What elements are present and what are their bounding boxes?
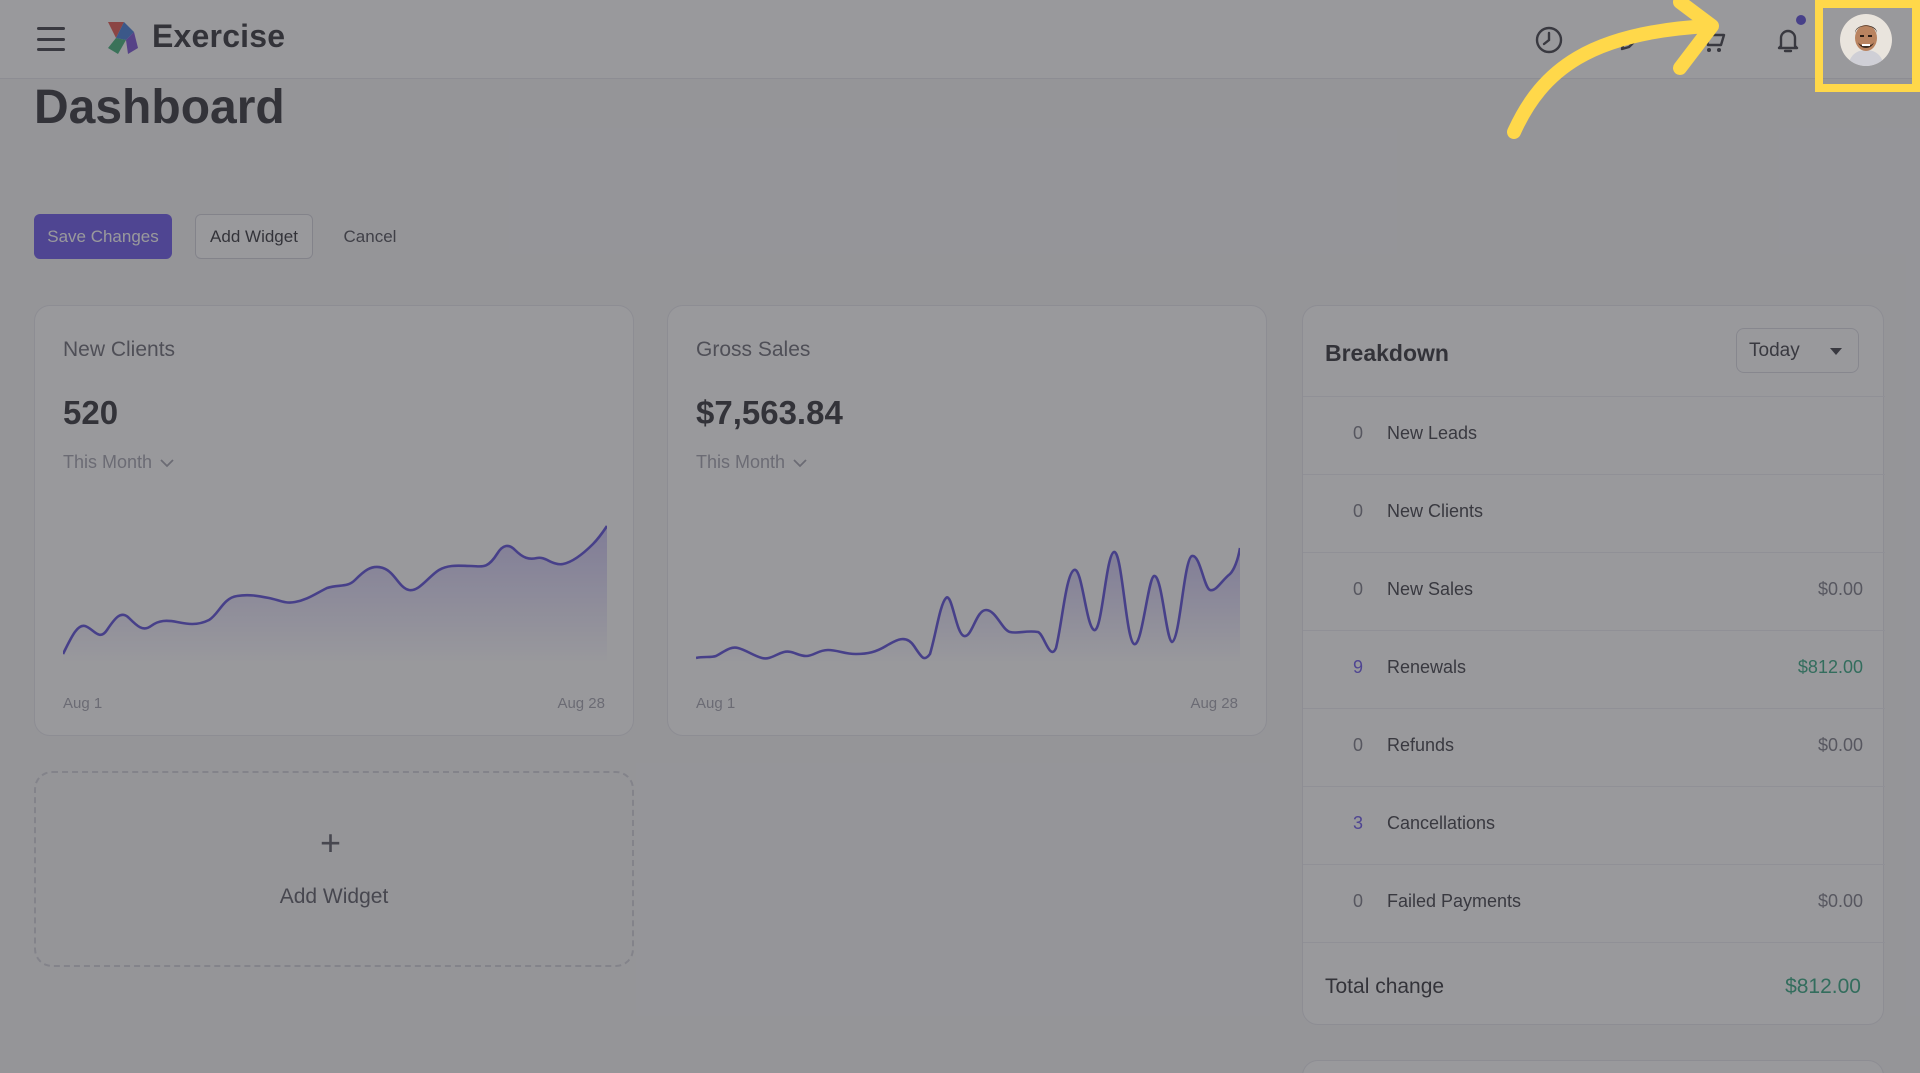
breakdown-title: Breakdown [1325, 340, 1449, 366]
period-selector[interactable]: This Month [696, 452, 807, 473]
row-count: 0 [1353, 735, 1364, 755]
row-count: 0 [1353, 579, 1364, 599]
row-amount: $0.00 [1817, 579, 1863, 599]
add-widget-button[interactable]: Add Widget [195, 214, 313, 259]
notification-dot [1796, 15, 1806, 25]
sparkline-chart [696, 547, 1240, 664]
cart-icon[interactable] [1692, 20, 1732, 60]
row-label: Refunds [1387, 735, 1455, 755]
row-count: 9 [1353, 657, 1364, 677]
add-widget-label: Add Widget [279, 885, 389, 908]
chevron-down-icon [160, 458, 174, 467]
x-axis-end: Aug 28 [557, 695, 605, 712]
add-widget-tile[interactable]: + Add Widget [34, 771, 634, 967]
sparkline-area [696, 548, 1240, 664]
app-logo [108, 22, 138, 54]
sparkline-area [63, 526, 607, 664]
breakdown-row-new-clients[interactable]: 0 New Clients [1303, 474, 1885, 552]
row-label: Renewals [1387, 657, 1467, 677]
period-label: This Month [696, 452, 786, 472]
total-change-label: Total change [1325, 975, 1445, 998]
total-change-value: $812.00 [1785, 975, 1861, 998]
breakdown-row-new-leads[interactable]: 0 New Leads [1303, 396, 1885, 474]
widget-value: 520 [63, 394, 119, 431]
breakdown-row-failed-payments[interactable]: 0 Failed Payments $0.00 [1303, 864, 1885, 942]
period-label: This Month [63, 452, 153, 472]
row-count: 0 [1353, 891, 1364, 911]
row-amount: $812.00 [1797, 657, 1863, 677]
row-amount: $0.00 [1817, 735, 1863, 755]
breakdown-widget: Breakdown Today 0 New Leads 0 New Client… [1302, 305, 1885, 1025]
breakdown-row-refunds[interactable]: 0 Refunds $0.00 [1303, 708, 1885, 786]
breakdown-row-renewals[interactable]: 9 Renewals $812.00 [1303, 630, 1885, 708]
cancel-button[interactable]: Cancel [343, 226, 397, 246]
new-clients-widget: New Clients 520 This Month Aug 1 Aug 28 [34, 305, 634, 736]
breakdown-row-new-sales[interactable]: 0 New Sales $0.00 [1303, 552, 1885, 630]
x-axis-start: Aug 1 [696, 695, 736, 712]
top-bar: Exercise [0, 0, 1920, 79]
row-count: 0 [1353, 501, 1364, 521]
widget-value: $7,563.84 [696, 394, 843, 431]
bell-icon[interactable] [1768, 15, 1808, 60]
row-label: New Sales [1387, 579, 1474, 599]
row-amount: $0.00 [1817, 891, 1863, 911]
user-avatar[interactable] [1840, 14, 1892, 66]
breakdown-period-value: Today [1749, 339, 1800, 361]
plus-icon: + [320, 822, 342, 863]
row-label: New Clients [1387, 501, 1484, 521]
row-label: Cancellations [1387, 813, 1496, 833]
gross-sales-widget: Gross Sales $7,563.84 This Month Aug 1 A… [667, 305, 1267, 736]
breakdown-period-select[interactable]: Today [1736, 328, 1859, 373]
widget-title: Gross Sales [696, 338, 811, 361]
row-label: New Leads [1387, 423, 1478, 443]
page-title: Dashboard [34, 81, 285, 134]
history-icon[interactable] [1529, 20, 1569, 60]
breakdown-row-cancellations[interactable]: 3 Cancellations [1303, 786, 1885, 864]
caret-down-icon [1830, 348, 1842, 355]
row-count: 3 [1353, 813, 1364, 833]
x-axis-end: Aug 28 [1190, 695, 1238, 712]
save-changes-button[interactable]: Save Changes [34, 214, 172, 259]
period-selector[interactable]: This Month [63, 452, 174, 473]
pencil-icon[interactable] [1611, 20, 1651, 60]
sparkline-chart [63, 525, 607, 664]
row-count: 0 [1353, 423, 1364, 443]
divider [1303, 942, 1885, 943]
app-title: Exercise [152, 18, 286, 54]
row-label: Failed Payments [1387, 891, 1522, 911]
x-axis-start: Aug 1 [63, 695, 103, 712]
menu-icon[interactable] [34, 24, 68, 54]
chevron-down-icon [793, 458, 807, 467]
widget-title: New Clients [63, 338, 176, 361]
next-widget-card [1302, 1060, 1884, 1073]
